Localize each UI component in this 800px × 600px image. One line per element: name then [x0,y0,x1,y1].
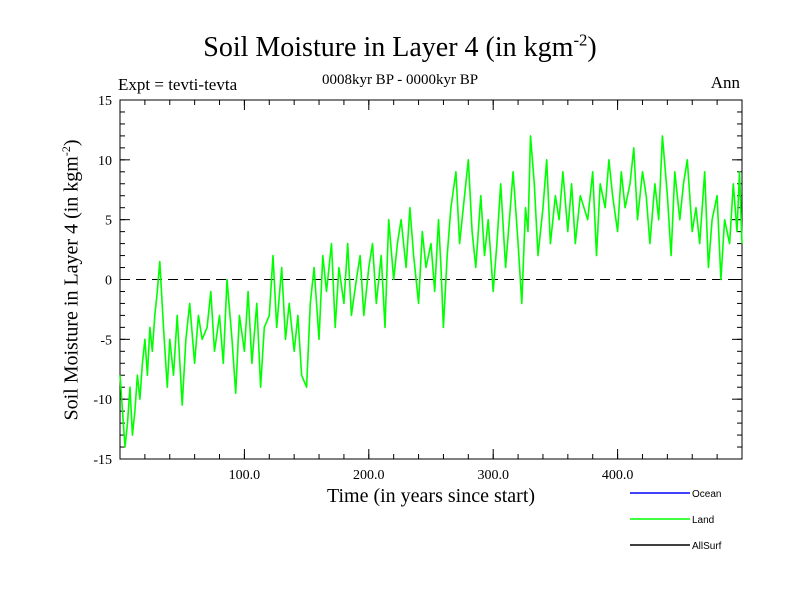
x-tick-label: 100.0 [229,468,261,483]
y-tick-label: 0 [105,274,112,289]
legend-label-ocean: Ocean [692,489,721,500]
x-tick-label: 200.0 [353,468,385,483]
x-tick-label: 300.0 [477,468,509,483]
legend-label-land: Land [692,515,714,526]
x-axis-label: Time (in years since start) [326,485,536,507]
chart-subtitle: 0008kyr BP - 0000kyr BP [321,72,479,88]
y-tick-label: 5 [105,214,112,229]
period-label: Ann [710,73,740,92]
y-tick-label: -10 [93,393,112,408]
y-tick-label: -15 [93,453,112,468]
x-tick-label: 400.0 [602,468,634,483]
y-tick-label: 10 [98,154,112,169]
series-line-land [119,135,743,448]
y-tick-label: 15 [98,94,112,109]
chart-title: Soil Moisture in Layer 4 (in kgm-2) [203,30,597,63]
experiment-label: Expt = tevti-tevta [118,75,238,94]
legend-label-allsurf: AllSurf [692,541,722,552]
y-tick-label: -5 [100,333,112,348]
